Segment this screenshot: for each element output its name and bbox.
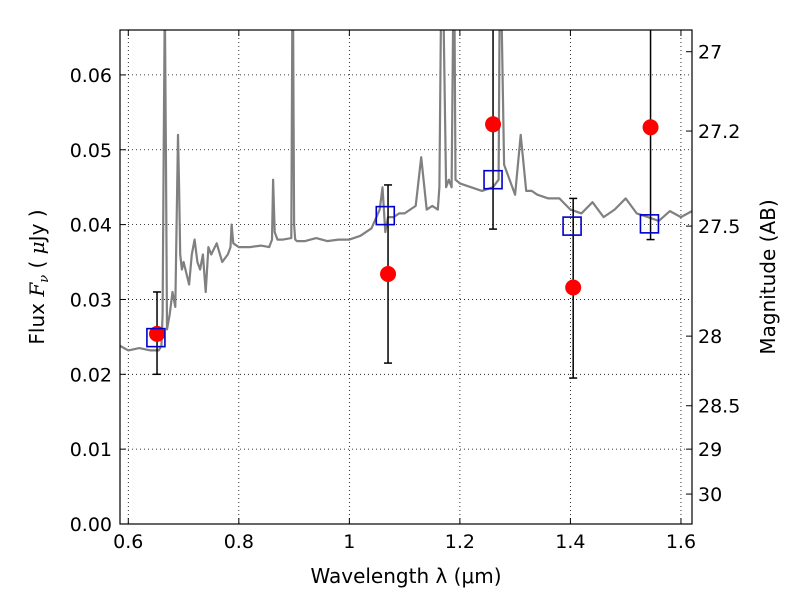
y-tick-label: 0.01 [70,439,112,461]
observed-flux-point [149,325,166,342]
y-tick-label: 0.00 [70,514,112,536]
right-tick-label: 27.2 [698,121,740,143]
y-axis-label-symbol: F [25,282,49,298]
y-axis-label-unit: ( [25,254,49,275]
x-tick-label: 1.2 [445,531,475,553]
right-tick-label: 29 [698,439,722,461]
right-tick-label: 27 [698,42,722,64]
right-tick-label: 27.5 [698,216,740,238]
y-tick-label: 0.05 [70,140,112,162]
observed-flux-point [485,116,502,133]
plot-data [120,30,692,379]
model-flux-square [483,169,503,190]
x-tick-label: 1.4 [555,531,585,553]
y-axis-label-unit-end: Jy ) [25,209,49,243]
y-tick-label: 0.04 [70,215,112,237]
observed-flux-point [642,119,659,136]
model-flux-square [375,205,396,226]
y-axis-label: Flux Fν ( μJy ) [25,209,52,344]
x-axis-label: Wavelength λ (μm) [310,564,501,588]
y-tick-label: 0.06 [70,65,112,87]
x-tick-label: 1.6 [666,531,696,553]
model-flux-square [639,214,660,234]
plot-frame [119,29,693,525]
observed-flux-point [565,279,582,296]
right-axis-label: Magnitude (AB) [756,199,780,354]
observed-flux-point [380,266,397,283]
model-flux-square [146,327,166,348]
x-tick-label: 0.6 [113,531,143,553]
model-flux-square [562,216,582,236]
spectrum-line [120,30,692,352]
x-tick-label: 0.8 [224,531,254,553]
x-tick-label: 1 [343,531,355,553]
y-axis-label-mu: μ [25,241,49,254]
y-axis-label-subscript: ν [37,275,52,283]
ticks: 0.6 0.8 1 1.2 1.4 1.6 0.00 0.01 0.02 0.03 0.04 0.05… [70,30,740,553]
right-tick-label: 28.5 [698,396,740,418]
y-tick-label: 0.03 [70,289,112,311]
y-axis-label-main: Flux [25,297,49,345]
y-tick-label: 0.02 [70,364,112,386]
right-tick-label: 30 [698,484,722,506]
right-tick-label: 28 [698,326,722,348]
